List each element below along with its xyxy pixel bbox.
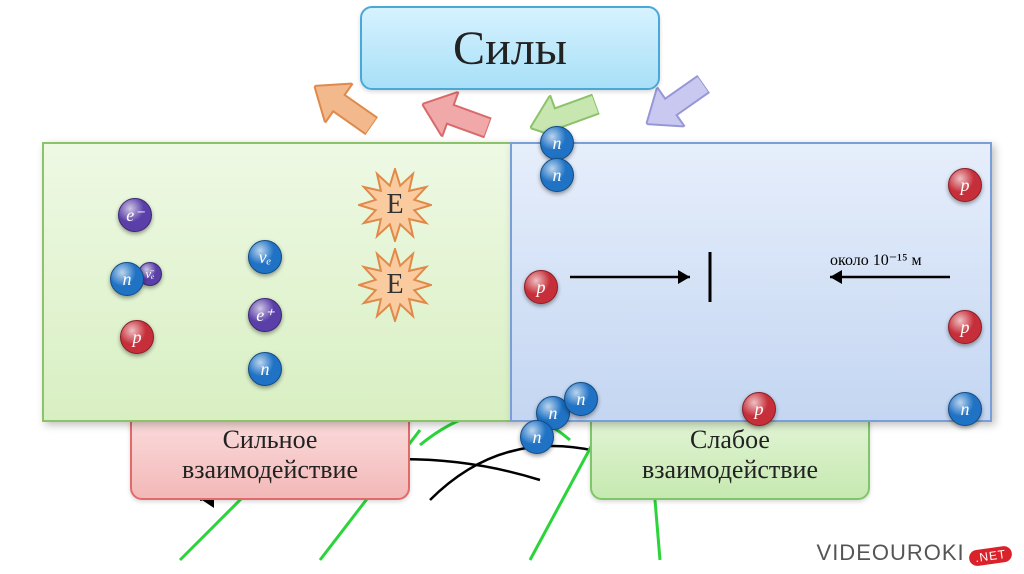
starburst-icon: E <box>358 168 432 242</box>
particle-p: p <box>524 270 558 304</box>
strong-interaction-box: Сильное взаимодействие <box>130 410 410 500</box>
particle-n: n <box>520 420 554 454</box>
strong-interaction-label: Сильное взаимодействие <box>182 425 358 485</box>
particle-p: p <box>742 392 776 426</box>
title-box: Силы <box>360 6 660 90</box>
particle-e: e⁻ <box>118 198 152 232</box>
particle-n: n <box>540 158 574 192</box>
particle-n: n <box>248 352 282 386</box>
particle-p: p <box>120 320 154 354</box>
particle-: νₑ <box>248 240 282 274</box>
particle-e: e⁺ <box>248 298 282 332</box>
particle-n: n <box>948 392 982 426</box>
watermark: VIDEOUROKI.NET <box>817 540 1012 566</box>
particle-p: p <box>948 310 982 344</box>
particle-n: n <box>540 126 574 160</box>
title-text: Силы <box>453 21 567 76</box>
particle-p: p <box>948 168 982 202</box>
weak-interaction-label: Слабое взаимодействие <box>642 425 818 485</box>
weak-interaction-box: Слабое взаимодействие <box>590 410 870 500</box>
scale-label: около 10⁻¹⁵ м <box>830 250 922 270</box>
blue-panel-arrows <box>510 142 992 422</box>
starburst-icon: E <box>358 248 432 322</box>
particle-n: n <box>564 382 598 416</box>
particle-n: n <box>110 262 144 296</box>
